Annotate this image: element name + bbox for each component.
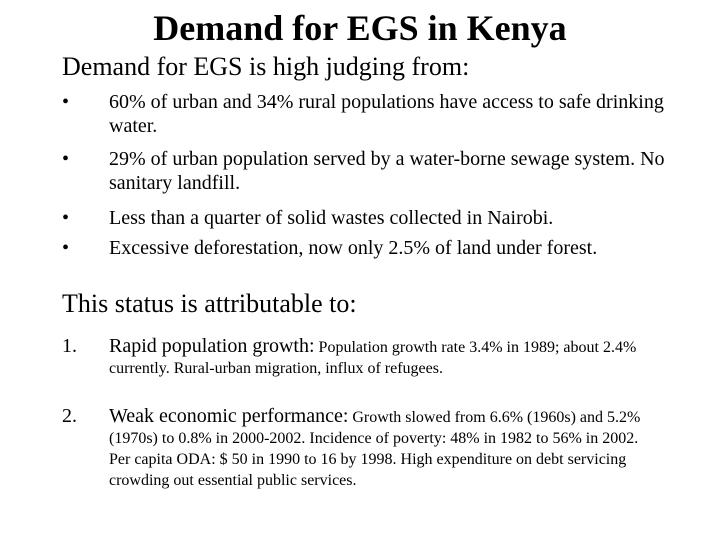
bullet-marker: • xyxy=(62,237,70,259)
bullet-text: 29% of urban population served by a wate… xyxy=(109,148,665,194)
item-text: Rapid population growth: Population grow… xyxy=(109,334,649,379)
section-heading-causes: This status is attributable to: xyxy=(62,289,357,318)
item-lead: Rapid population growth: xyxy=(109,335,315,357)
bullet-text: Less than a quarter of solid wastes coll… xyxy=(109,207,554,229)
item-lead: Weak economic performance: xyxy=(109,405,349,427)
item-detail: Growth slowed from 6.6% (1960s) and 5.2%… xyxy=(109,409,641,489)
item-number: 1. xyxy=(62,335,77,357)
bullet-marker: • xyxy=(62,148,70,170)
item-text: Weak economic performance: Growth slowed… xyxy=(109,404,649,491)
bullet-marker: • xyxy=(62,207,70,229)
bullet-text: Excessive deforestation, now only 2.5% o… xyxy=(109,237,598,259)
item-number: 2. xyxy=(62,405,77,427)
item-detail: Population growth rate 3.4% in 1989; abo… xyxy=(109,339,637,377)
section-heading-demand: Demand for EGS is high judging from: xyxy=(62,52,470,81)
bullet-marker: • xyxy=(62,91,70,113)
slide-title: Demand for EGS in Kenya xyxy=(153,8,567,48)
bullet-text: 60% of urban and 34% rural populations h… xyxy=(109,91,664,137)
